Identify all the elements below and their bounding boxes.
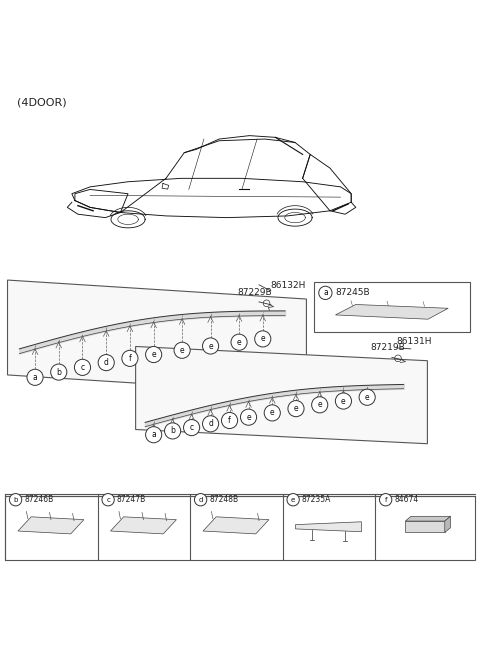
- Text: e: e: [341, 396, 346, 405]
- Text: e: e: [291, 496, 295, 503]
- Circle shape: [183, 420, 200, 436]
- Circle shape: [145, 346, 162, 363]
- Text: d: d: [208, 419, 213, 428]
- Text: e: e: [261, 335, 265, 343]
- Circle shape: [255, 331, 271, 347]
- Polygon shape: [18, 517, 84, 534]
- Polygon shape: [405, 516, 450, 521]
- Text: 87245B: 87245B: [336, 288, 370, 297]
- Polygon shape: [405, 521, 445, 533]
- Text: e: e: [270, 409, 275, 417]
- Text: e: e: [317, 400, 322, 409]
- Circle shape: [145, 426, 162, 443]
- Circle shape: [165, 423, 180, 439]
- Text: 87248B: 87248B: [209, 495, 238, 504]
- Circle shape: [221, 413, 238, 428]
- Text: 86131H: 86131H: [396, 337, 432, 346]
- Polygon shape: [110, 517, 177, 534]
- Circle shape: [231, 334, 247, 350]
- Circle shape: [203, 338, 219, 354]
- Circle shape: [380, 494, 392, 506]
- Circle shape: [194, 494, 207, 506]
- Text: 87247B: 87247B: [117, 495, 146, 504]
- Polygon shape: [336, 305, 448, 319]
- Text: c: c: [106, 496, 110, 503]
- Text: e: e: [246, 413, 251, 422]
- Circle shape: [10, 494, 22, 506]
- Circle shape: [359, 389, 375, 405]
- Text: 87246B: 87246B: [24, 495, 53, 504]
- Text: e: e: [365, 393, 370, 402]
- Circle shape: [288, 401, 304, 417]
- Polygon shape: [136, 346, 427, 443]
- Text: 86132H: 86132H: [271, 280, 306, 290]
- Circle shape: [240, 409, 257, 425]
- Text: d: d: [104, 358, 108, 367]
- Text: d: d: [198, 496, 203, 503]
- Circle shape: [203, 416, 219, 432]
- Text: b: b: [13, 496, 18, 503]
- Polygon shape: [445, 516, 450, 533]
- Text: (4DOOR): (4DOOR): [17, 98, 67, 107]
- Text: e: e: [180, 346, 184, 355]
- Text: 87235A: 87235A: [301, 495, 331, 504]
- Circle shape: [312, 397, 328, 413]
- Text: 87219B: 87219B: [371, 343, 405, 352]
- Circle shape: [27, 369, 43, 385]
- Text: a: a: [151, 430, 156, 440]
- Polygon shape: [296, 522, 361, 532]
- Text: e: e: [237, 338, 241, 346]
- FancyBboxPatch shape: [313, 282, 470, 332]
- Circle shape: [264, 405, 280, 421]
- Text: e: e: [151, 350, 156, 359]
- Circle shape: [98, 354, 114, 371]
- Text: 87229B: 87229B: [238, 288, 272, 297]
- Text: f: f: [129, 354, 132, 363]
- Text: a: a: [323, 288, 328, 297]
- FancyBboxPatch shape: [5, 496, 475, 560]
- Text: e: e: [294, 404, 298, 413]
- Circle shape: [74, 360, 91, 375]
- Text: e: e: [208, 341, 213, 350]
- Polygon shape: [203, 517, 269, 534]
- Circle shape: [51, 364, 67, 380]
- Text: f: f: [384, 496, 387, 503]
- Circle shape: [287, 494, 300, 506]
- Circle shape: [174, 342, 190, 358]
- Text: 84674: 84674: [394, 495, 419, 504]
- Polygon shape: [8, 280, 306, 394]
- Text: f: f: [228, 416, 231, 425]
- Circle shape: [319, 286, 332, 299]
- Circle shape: [122, 350, 138, 366]
- Text: b: b: [170, 426, 175, 436]
- Text: b: b: [56, 367, 61, 377]
- Text: c: c: [190, 423, 193, 432]
- Circle shape: [102, 494, 114, 506]
- Circle shape: [336, 393, 351, 409]
- Text: a: a: [33, 373, 37, 382]
- Text: c: c: [81, 363, 84, 372]
